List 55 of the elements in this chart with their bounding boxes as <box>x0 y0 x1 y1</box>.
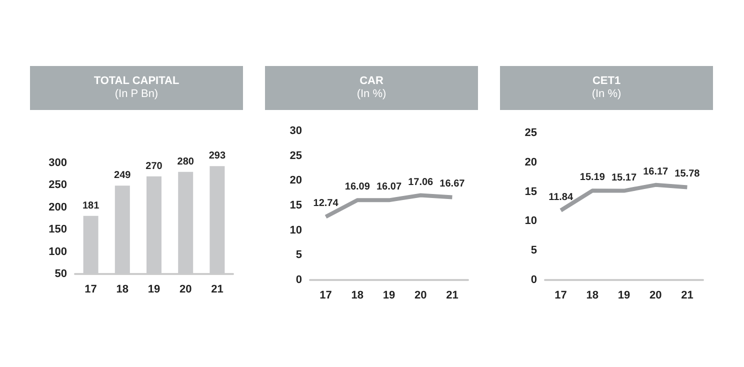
y-tick-label: 5 <box>296 249 302 262</box>
x-tick-label: 17 <box>84 284 97 296</box>
x-tick-label: 18 <box>351 290 364 302</box>
y-tick-label: 5 <box>530 244 537 257</box>
data-label: 17.06 <box>408 176 434 188</box>
y-tick-label: 300 <box>48 157 67 169</box>
data-label: 11.84 <box>548 192 574 203</box>
chart-subtitle: (In %) <box>356 88 388 101</box>
x-tick-label: 18 <box>586 290 599 302</box>
y-tick-label: 15 <box>290 200 302 212</box>
y-tick-label: 25 <box>290 150 302 162</box>
y-tick-label: 100 <box>48 246 67 258</box>
x-tick-label: 21 <box>211 284 224 296</box>
data-label: 181 <box>82 200 100 212</box>
data-label: 15.17 <box>611 172 637 184</box>
data-label: 270 <box>146 160 163 172</box>
x-tick-label: 21 <box>446 290 458 302</box>
data-label: 15.78 <box>674 168 700 180</box>
chart-title: CAR <box>358 75 384 88</box>
chart-subtitle: (In P Bn) <box>114 88 160 101</box>
x-tick-label: 18 <box>116 284 129 296</box>
y-tick-label: 20 <box>290 174 302 187</box>
data-label: 15.19 <box>580 172 606 184</box>
data-label: 16.67 <box>440 178 466 190</box>
chart-subtitle: (In %) <box>590 88 622 101</box>
chart-title: CET1 <box>591 75 622 88</box>
x-tick-label: 20 <box>414 290 427 302</box>
y-tick-label: 10 <box>524 215 537 228</box>
data-label: 16.07 <box>376 182 402 193</box>
data-label: 12.74 <box>313 198 339 210</box>
y-tick-label: 15 <box>524 186 537 198</box>
data-label: 16.09 <box>344 182 370 193</box>
data-label: 249 <box>114 170 132 182</box>
y-tick-label: 50 <box>54 268 67 280</box>
x-tick-label: 17 <box>554 290 567 302</box>
x-tick-label: 21 <box>681 290 694 302</box>
x-tick-label: 20 <box>649 290 662 302</box>
data-label: 280 <box>177 156 194 168</box>
y-tick-label: 150 <box>48 224 67 236</box>
data-label: 16.17 <box>643 166 669 178</box>
y-tick-label: 0 <box>530 274 537 286</box>
y-tick-label: 25 <box>524 127 537 139</box>
x-tick-label: 19 <box>382 290 396 302</box>
y-tick-label: 30 <box>290 125 302 137</box>
y-tick-label: 250 <box>48 179 67 192</box>
y-tick-label: 20 <box>524 156 537 168</box>
x-tick-label: 20 <box>179 284 192 296</box>
y-tick-label: 0 <box>296 274 302 286</box>
x-tick-label: 19 <box>148 284 160 296</box>
x-tick-label: 19 <box>618 290 630 302</box>
x-tick-label: 17 <box>320 290 332 302</box>
data-label: 293 <box>208 150 226 162</box>
y-tick-label: 10 <box>290 224 302 236</box>
chart-title: TOTAL CAPITAL <box>92 75 180 88</box>
y-tick-label: 200 <box>48 201 67 214</box>
